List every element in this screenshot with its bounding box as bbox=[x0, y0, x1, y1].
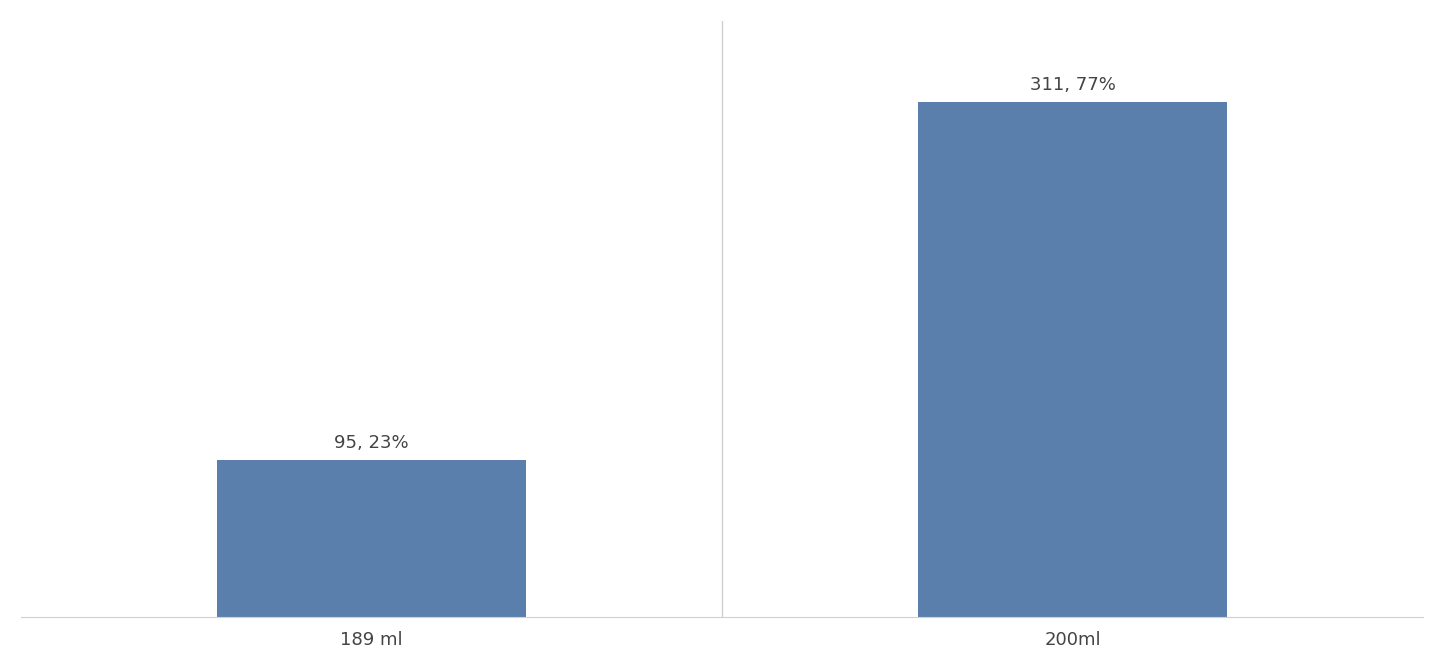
Text: 95, 23%: 95, 23% bbox=[334, 433, 409, 452]
Bar bbox=[217, 460, 526, 617]
Text: 311, 77%: 311, 77% bbox=[1030, 76, 1116, 94]
Bar bbox=[918, 102, 1227, 617]
